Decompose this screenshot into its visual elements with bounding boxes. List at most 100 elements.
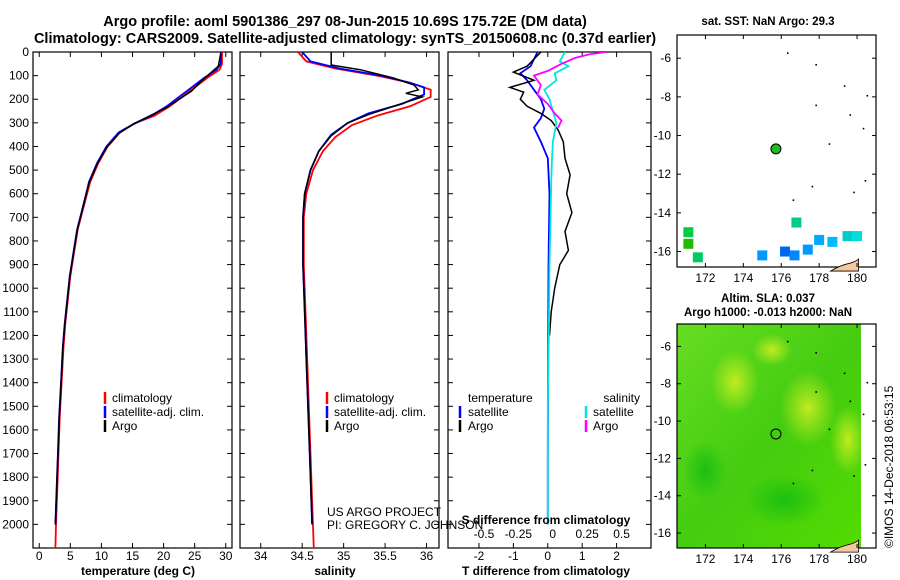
depth-tick-label: 100: [9, 69, 29, 83]
s-diff-tick-label: -0.5: [474, 527, 495, 541]
depth-tick-label: 800: [9, 234, 29, 248]
temperature-legend: climatology satellite-adj. clim. Argo: [103, 391, 204, 433]
legend-salinity-title: salinity: [603, 391, 640, 405]
x-tick-label: 35: [337, 549, 351, 563]
sst-cell: [692, 252, 703, 263]
series-t-satellite: [518, 52, 551, 525]
legend-satellite-adj: satellite-adj. clim.: [334, 405, 426, 419]
depth-tick-label: 300: [9, 116, 29, 130]
series-argo: [302, 52, 426, 525]
s-difference-axis-label: S difference from climatology: [462, 513, 631, 527]
depth-tick-label: 1900: [2, 494, 29, 508]
map-lat-label: -16: [654, 245, 672, 259]
sst-cell: [802, 244, 813, 255]
s-diff-tick-label: 0.25: [576, 527, 600, 541]
depth-tick-label: 1300: [2, 352, 29, 366]
depth-tick-label: 1800: [2, 470, 29, 484]
island: [843, 85, 846, 87]
series-s-argo: [532, 52, 607, 128]
sla-high-anomaly: [711, 350, 759, 414]
sla-map-nodata-strip: [861, 324, 876, 548]
island: [815, 104, 817, 107]
island: [786, 340, 789, 343]
project-credit: US ARGO PROJECT: [327, 505, 442, 519]
series-climatology: [297, 52, 432, 548]
map-lon-label: 178: [809, 552, 829, 566]
sst-cell: [757, 250, 768, 261]
sla-map-content: 172 174 176 178 180 -6 -8 -10 -12 -14 -16: [654, 324, 876, 566]
sla-map-title-line1: Altim. SLA: 0.037: [721, 293, 815, 305]
map-lat-label: -8: [660, 90, 671, 104]
island: [811, 469, 814, 472]
sst-map-title: sat. SST: NaN Argo: 29.3: [701, 16, 834, 28]
map-lat-label: -14: [654, 489, 672, 503]
series-argo: [54, 53, 222, 525]
salinity-legend: climatology satellite-adj. clim. Argo: [325, 391, 426, 433]
depth-tick-label: 700: [9, 210, 29, 224]
legend-satellite-adj: satellite-adj. clim.: [112, 405, 204, 419]
figure-title-line2: Climatology: CARS2009. Satellite-adjuste…: [34, 31, 656, 47]
temperature-axis-label: temperature (deg C): [81, 564, 195, 578]
map-lat-label: -12: [654, 167, 672, 181]
sla-high-anomaly: [830, 406, 866, 474]
sst-cell: [789, 250, 800, 261]
island: [815, 391, 817, 393]
island: [786, 52, 789, 54]
island: [864, 180, 867, 182]
pi-credit: PI: GREGORY C. JOHNSON: [327, 518, 483, 532]
map-lon-label: 174: [733, 552, 753, 566]
sla-high-anomaly: [752, 334, 792, 366]
map-lat-label: -8: [660, 377, 671, 391]
x-tick-label: -2: [474, 549, 485, 563]
figure-title-line1: Argo profile: aoml 5901386_297 08-Jun-20…: [103, 14, 587, 30]
legend-argo: Argo: [112, 419, 138, 433]
x-tick-label: 10: [95, 549, 109, 563]
salinity-axis-label: salinity: [314, 564, 356, 578]
argo-float-marker: [770, 143, 782, 155]
depth-tick-label: 500: [9, 163, 29, 177]
depth-tick-label: 1400: [2, 376, 29, 390]
depth-tick-label: 1100: [3, 305, 29, 319]
legend-climatology: climatology: [112, 391, 172, 405]
island: [862, 127, 865, 130]
map-lon-label: 174: [733, 271, 753, 285]
map-lat-label: -10: [654, 129, 672, 143]
map-lon-label: 180: [847, 552, 867, 566]
temperature-panel-frame: [32, 51, 233, 549]
map-lon-label: 180: [847, 271, 867, 285]
island: [792, 199, 795, 201]
map-lat-label: -6: [660, 51, 671, 65]
map-lat-label: -10: [654, 414, 672, 428]
depth-tick-label: 1600: [2, 423, 29, 437]
island: [828, 428, 831, 431]
x-tick-label: 0: [544, 549, 551, 563]
sst-cell: [780, 246, 791, 257]
legend-temperature-title: temperature: [468, 391, 533, 405]
legend-argo: Argo: [334, 419, 360, 433]
sla-map-field: [677, 324, 876, 548]
map-lat-label: -14: [654, 206, 672, 220]
s-diff-tick-label: 0.5: [613, 527, 630, 541]
x-tick-label: 34.5: [291, 549, 315, 563]
legend-s-argo: Argo: [593, 419, 619, 433]
s-diff-tick-label: -0.25: [505, 527, 533, 541]
map-lon-label: 176: [771, 271, 791, 285]
island: [828, 143, 831, 145]
x-tick-label: 20: [157, 549, 171, 563]
x-tick-label: 35.5: [373, 549, 397, 563]
difference-panel-frame: [447, 51, 652, 549]
map-lat-label: -12: [654, 451, 672, 465]
island: [811, 185, 814, 188]
sst-cell: [827, 236, 838, 247]
map-lat-label: -6: [660, 339, 671, 353]
depth-tick-label: 900: [9, 258, 29, 272]
island: [864, 464, 867, 466]
x-tick-label: 30: [219, 549, 233, 563]
t-difference-axis-label: T difference from climatology: [462, 564, 630, 578]
depth-tick-label: 1500: [2, 399, 29, 413]
argo-float-marker: [770, 428, 782, 440]
sla-high-anomaly: [780, 370, 836, 446]
series-satellite-adj-clim-: [54, 52, 222, 525]
island: [849, 400, 852, 403]
imos-timestamp: ©IMOS 14-Dec-2018 06:53:15: [882, 385, 896, 548]
